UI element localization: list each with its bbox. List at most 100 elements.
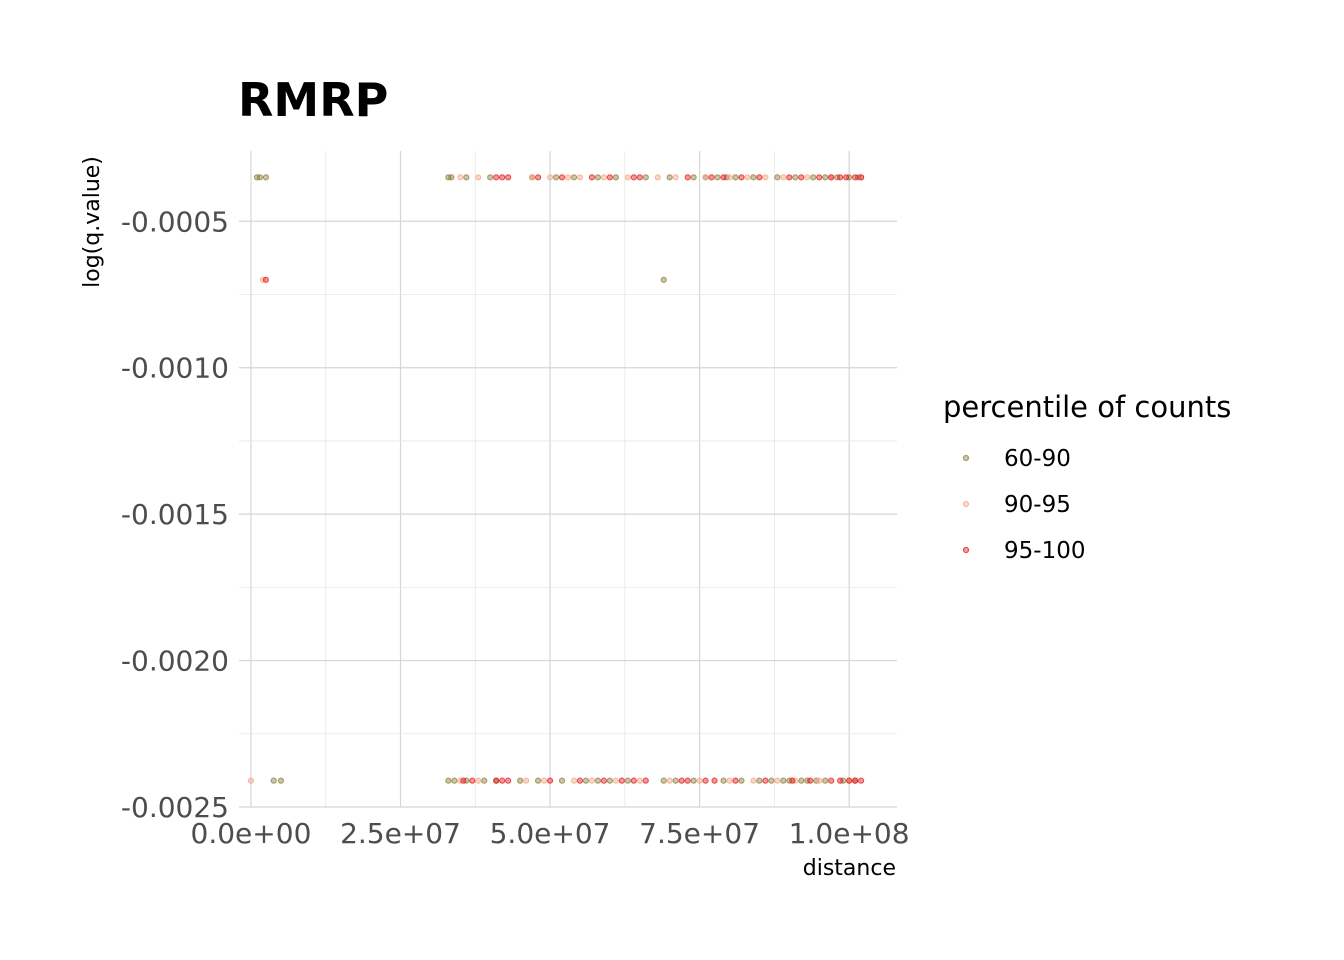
x-axis-ticks: 0.0e+00 2.5e+07 5.0e+07 7.5e+07 1.0e+08 (191, 817, 910, 850)
data-point-60-90 (750, 174, 757, 181)
data-point-90-95 (804, 174, 811, 181)
data-point-90-95 (816, 777, 823, 784)
data-point-90-95 (612, 777, 619, 784)
data-point-95-100 (558, 174, 566, 181)
data-point-90-95 (666, 777, 673, 784)
data-point-60-90 (774, 174, 781, 181)
x-tick-label: 0.0e+00 (191, 817, 312, 850)
data-point-95-100 (720, 174, 727, 181)
data-point-60-90 (822, 777, 829, 784)
x-tick-label: 7.5e+07 (639, 817, 760, 850)
data-point-90-95 (702, 174, 709, 181)
data-point-90-95 (780, 174, 787, 181)
data-point-60-90 (768, 777, 775, 784)
data-point-95-100 (798, 174, 805, 181)
data-point-95-100 (469, 777, 476, 784)
data-point-95-100 (816, 174, 823, 181)
data-point-95-100 (576, 777, 584, 784)
data-point-90-95 (540, 777, 548, 784)
legend: percentile of counts 60-90 90-95 95-100 (943, 390, 1231, 564)
data-point-90-95 (762, 174, 769, 181)
data-point-60-90 (451, 777, 458, 784)
data-point-60-90 (558, 777, 566, 784)
data-point-95-100 (684, 777, 691, 784)
data-point-95-100 (843, 174, 850, 181)
data-point-60-90 (594, 174, 602, 181)
data-point-90-95 (523, 777, 530, 784)
data-point-95-100 (636, 174, 643, 181)
y-axis-ticks: -0.0005 -0.0010 -0.0015 -0.0020 -0.0025 (121, 205, 229, 824)
data-point-90-95 (726, 777, 733, 784)
data-point-90-95 (576, 174, 584, 181)
data-point-95-100 (262, 276, 270, 283)
data-point-95-100 (546, 777, 554, 784)
data-point-95-100 (711, 777, 718, 784)
y-axis-title: log(q.value) (80, 156, 105, 288)
data-point-95-100 (786, 174, 793, 181)
data-point-90-95 (726, 174, 733, 181)
data-point-95-100 (588, 174, 596, 181)
chart-title: RMRP (238, 73, 388, 127)
data-point-90-95 (570, 777, 578, 784)
data-point-95-100 (534, 174, 542, 181)
y-tick-label: -0.0005 (121, 205, 229, 238)
legend-label: 95-100 (1004, 538, 1085, 564)
data-point-60-90 (262, 174, 270, 181)
data-point-90-95 (696, 777, 703, 784)
data-point-90-95 (247, 777, 255, 784)
data-point-95-100 (738, 174, 745, 181)
data-point-60-90 (606, 777, 613, 784)
data-point-90-95 (529, 174, 536, 181)
data-point-95-100 (642, 777, 649, 784)
data-point-60-90 (720, 777, 727, 784)
data-point-60-90 (270, 777, 277, 784)
data-point-90-95 (475, 174, 482, 181)
data-point-60-90 (624, 777, 631, 784)
data-point-60-90 (756, 777, 763, 784)
data-point-90-95 (564, 174, 572, 181)
data-point-95-100 (684, 174, 691, 181)
legend-key-60-90 (962, 454, 970, 462)
data-point-95-100 (828, 174, 835, 181)
data-point-60-90 (570, 174, 578, 181)
data-point-60-90 (517, 777, 524, 784)
data-point-95-100 (493, 174, 500, 181)
data-point-95-100 (460, 777, 467, 784)
x-tick-label: 1.0e+08 (789, 817, 910, 850)
y-tick-label: -0.0015 (121, 498, 229, 531)
data-point-95-100 (505, 777, 512, 784)
data-point-60-90 (660, 777, 667, 784)
data-point-90-95 (624, 174, 631, 181)
data-point-60-90 (534, 777, 542, 784)
data-point-60-90 (780, 777, 787, 784)
grid (239, 151, 897, 808)
data-point-95-100 (837, 777, 844, 784)
data-point-95-100 (702, 777, 709, 784)
data-point-95-100 (846, 777, 853, 784)
data-point-60-90 (594, 777, 602, 784)
data-point-90-95 (588, 777, 596, 784)
data-point-90-95 (636, 777, 643, 784)
data-point-90-95 (600, 174, 607, 181)
data-point-95-100 (630, 777, 637, 784)
data-point-90-95 (475, 777, 482, 784)
data-point-60-90 (714, 174, 721, 181)
data-point-95-100 (732, 777, 739, 784)
data-point-95-100 (858, 174, 865, 181)
data-point-90-95 (457, 174, 464, 181)
x-tick-label: 5.0e+07 (490, 817, 611, 850)
data-point-95-100 (762, 777, 769, 784)
data-point-60-90 (810, 174, 817, 181)
data-point-95-100 (828, 777, 835, 784)
data-point-60-90 (277, 777, 284, 784)
data-point-60-90 (690, 174, 697, 181)
data-point-60-90 (792, 174, 799, 181)
data-point-95-100 (756, 174, 763, 181)
x-tick-label: 2.5e+07 (340, 817, 461, 850)
data-point-95-100 (499, 174, 506, 181)
data-point-60-90 (481, 777, 488, 784)
data-point-95-100 (600, 777, 607, 784)
legend-title: percentile of counts (943, 390, 1231, 424)
legend-label: 90-95 (1004, 492, 1071, 518)
